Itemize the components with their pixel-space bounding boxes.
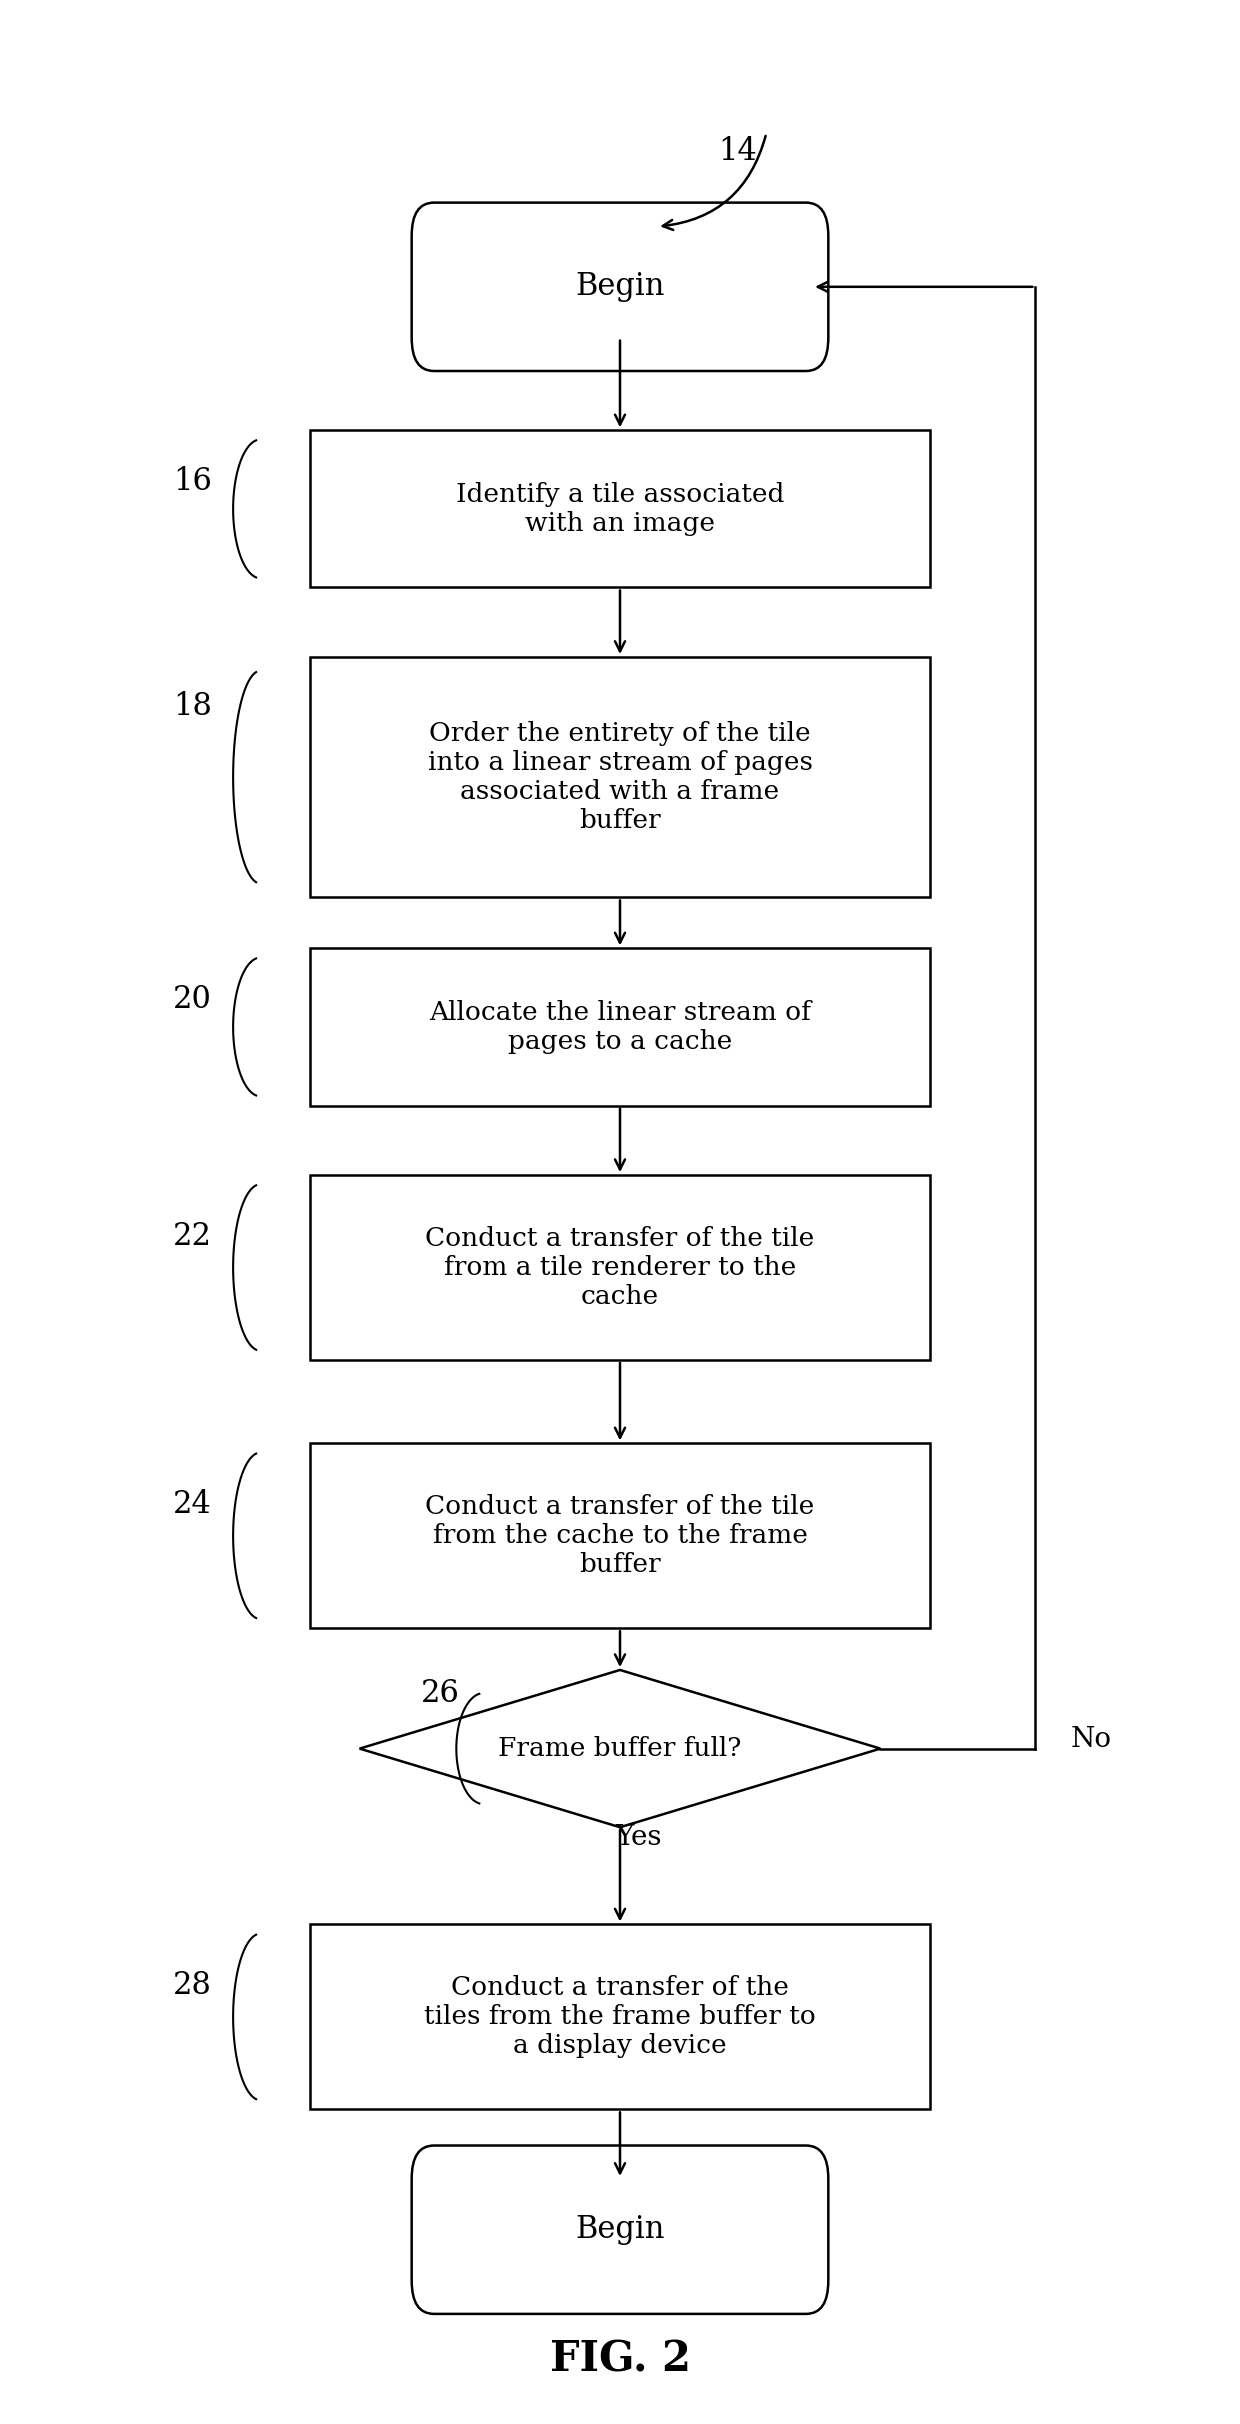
Bar xyxy=(310,429,930,587)
Text: 26: 26 xyxy=(420,1677,460,1709)
Text: Conduct a transfer of the tile
from the cache to the frame
buffer: Conduct a transfer of the tile from the … xyxy=(425,1493,815,1578)
Text: FIG. 2: FIG. 2 xyxy=(549,2339,691,2380)
Bar xyxy=(310,1442,930,1629)
FancyBboxPatch shape xyxy=(412,2145,828,2315)
Text: 24: 24 xyxy=(172,1488,212,1520)
Text: 22: 22 xyxy=(172,1222,212,1251)
Text: Order the entirety of the tile
into a linear stream of pages
associated with a f: Order the entirety of the tile into a li… xyxy=(428,722,812,834)
Text: 16: 16 xyxy=(172,465,212,497)
Polygon shape xyxy=(360,1670,880,1828)
Text: Yes: Yes xyxy=(615,1823,662,1852)
Text: 18: 18 xyxy=(172,691,212,722)
Text: 20: 20 xyxy=(172,984,212,1016)
Text: Conduct a transfer of the
tiles from the frame buffer to
a display device: Conduct a transfer of the tiles from the… xyxy=(424,1976,816,2058)
Text: Begin: Begin xyxy=(575,271,665,303)
Bar xyxy=(310,1925,930,2109)
Bar xyxy=(310,1176,930,1360)
Text: Conduct a transfer of the tile
from a tile renderer to the
cache: Conduct a transfer of the tile from a ti… xyxy=(425,1227,815,1309)
Text: Identify a tile associated
with an image: Identify a tile associated with an image xyxy=(456,482,784,536)
Text: 28: 28 xyxy=(172,1971,212,2000)
Text: Frame buffer full?: Frame buffer full? xyxy=(498,1736,742,1762)
Bar xyxy=(310,657,930,897)
Bar xyxy=(310,948,930,1105)
Text: No: No xyxy=(1070,1726,1112,1753)
Text: 14: 14 xyxy=(718,136,758,167)
Text: Begin: Begin xyxy=(575,2213,665,2245)
Text: Allocate the linear stream of
pages to a cache: Allocate the linear stream of pages to a… xyxy=(429,1001,811,1054)
FancyBboxPatch shape xyxy=(412,204,828,371)
